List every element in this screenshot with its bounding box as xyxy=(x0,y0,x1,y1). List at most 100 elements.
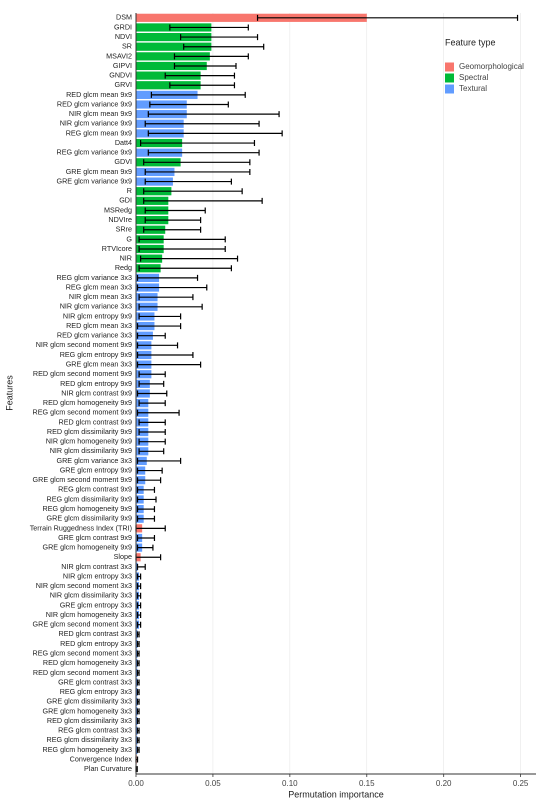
error-bar xyxy=(138,371,166,378)
y-tick-label: REG glcm variance 9x9 xyxy=(57,148,133,157)
error-bar xyxy=(149,101,229,108)
y-tick-label: RED glcm entropy 9x9 xyxy=(60,379,132,388)
y-tick-label: NIR glcm dissimilarity 9x9 xyxy=(50,446,132,455)
error-bar xyxy=(136,486,156,493)
y-tick-label: GNDVI xyxy=(109,71,132,80)
y-tick-label: NIR glcm entropy 3x3 xyxy=(63,571,132,580)
error-bar xyxy=(169,24,249,31)
legend-title: Feature type xyxy=(445,37,496,47)
legend-label: Spectral xyxy=(459,73,489,82)
error-bar xyxy=(147,149,260,156)
bar xyxy=(136,736,138,745)
y-tick-label: REG glcm entropy 3x3 xyxy=(60,687,132,696)
error-bar xyxy=(136,284,208,291)
error-bar xyxy=(256,14,519,21)
y-tick-label: REG glcm variance 3x3 xyxy=(57,273,133,282)
bar xyxy=(136,61,207,71)
y-tick-label: GRE glcm dissimilarity 3x3 xyxy=(47,697,132,706)
y-tick-label: REG glcm mean 3x3 xyxy=(66,282,132,291)
error-bar xyxy=(138,400,166,407)
error-bar xyxy=(138,438,166,445)
y-tick-label: REG glcm homogeneity 9x9 xyxy=(43,504,133,513)
bar xyxy=(136,668,138,677)
error-bar xyxy=(138,419,166,426)
error-bar xyxy=(136,660,140,667)
error-bar xyxy=(173,53,249,60)
y-tick-label: GRE glcm contrast 9x9 xyxy=(58,533,132,542)
error-bar xyxy=(150,91,246,98)
y-tick-label: NIR glcm dissimilarity 3x3 xyxy=(50,591,132,600)
y-tick-label: NIR glcm homogeneity 3x3 xyxy=(46,610,132,619)
error-bar xyxy=(136,496,157,503)
error-bar xyxy=(143,188,243,195)
error-bar xyxy=(138,265,232,272)
error-bar xyxy=(138,380,165,387)
error-bar xyxy=(136,506,156,513)
error-bar xyxy=(180,34,259,41)
y-tick-label: Plan Curvature xyxy=(84,764,132,773)
error-bar xyxy=(138,294,194,301)
bar xyxy=(136,745,138,755)
error-bar xyxy=(138,303,203,310)
error-bar xyxy=(136,583,142,590)
x-axis-title: Permutation importance xyxy=(288,789,384,799)
error-bar xyxy=(138,236,226,243)
bar xyxy=(136,42,212,51)
bar xyxy=(136,13,367,22)
error-bar xyxy=(136,563,146,570)
bar xyxy=(136,562,138,571)
error-bar xyxy=(147,111,280,118)
y-tick-label: REG glcm dissimilarity 3x3 xyxy=(47,735,132,744)
error-bar xyxy=(136,746,140,753)
y-tick-label: NIR glcm mean 9x9 xyxy=(69,109,132,118)
y-tick-label: RED glcm mean 3x3 xyxy=(66,321,132,330)
y-tick-label: Slope xyxy=(114,552,132,561)
y-tick-label: G xyxy=(126,234,132,243)
y-tick-label: Terrain Ruggedness Index (TRI) xyxy=(30,523,132,532)
y-tick-label: NIR glcm variance 9x9 xyxy=(60,119,132,128)
error-bar xyxy=(136,351,194,358)
bar xyxy=(136,649,138,658)
y-tick-label: RED glcm second moment 9x9 xyxy=(33,369,132,378)
bar xyxy=(136,630,138,639)
y-tick-label: REG glcm mean 9x9 xyxy=(66,128,132,137)
y-tick-label: SR xyxy=(122,42,132,51)
y-tick-label: GRE glcm variance 9x9 xyxy=(57,176,133,185)
error-bar xyxy=(136,612,142,619)
y-tick-label: REG glcm second moment 3x3 xyxy=(33,648,132,657)
error-bar xyxy=(144,168,251,175)
y-tick-label: GRE glcm entropy 3x3 xyxy=(60,600,132,609)
y-tick-label: GRE glcm mean 9x9 xyxy=(66,167,132,176)
y-tick-label: RED glcm homogeneity 9x9 xyxy=(43,398,132,407)
y-tick-label: RED glcm contrast 3x3 xyxy=(59,629,133,638)
error-bar xyxy=(143,159,251,166)
error-bar xyxy=(136,342,179,349)
error-bar xyxy=(140,255,239,262)
y-tick-label: GRVI xyxy=(115,80,132,89)
y-tick-label: GRE glcm second moment 3x3 xyxy=(33,620,132,629)
error-bar xyxy=(136,689,140,696)
y-tick-label: GRE glcm entropy 9x9 xyxy=(60,465,132,474)
error-bar xyxy=(136,323,182,330)
bar xyxy=(136,716,138,726)
y-tick-label: NIR glcm contrast 3x3 xyxy=(61,562,132,571)
bar xyxy=(136,659,138,668)
error-bar xyxy=(136,409,180,416)
x-tick-label: 0.10 xyxy=(282,779,298,788)
error-bar xyxy=(136,457,182,464)
y-tick-label: RED glcm homogeneity 3x3 xyxy=(43,658,132,667)
error-bar xyxy=(136,361,202,368)
legend-label: Geomorphological xyxy=(459,62,524,71)
legend-swatch xyxy=(445,62,454,72)
error-bar xyxy=(138,313,182,320)
bar xyxy=(136,52,210,61)
bar xyxy=(136,707,138,716)
error-bar xyxy=(136,727,140,734)
y-tick-label: RED glcm variance 3x3 xyxy=(57,331,132,340)
bar xyxy=(136,678,138,687)
error-bar xyxy=(136,515,156,522)
error-bar xyxy=(136,708,140,715)
y-tick-label: NIR glcm second moment 9x9 xyxy=(36,340,132,349)
error-bar xyxy=(136,274,199,281)
